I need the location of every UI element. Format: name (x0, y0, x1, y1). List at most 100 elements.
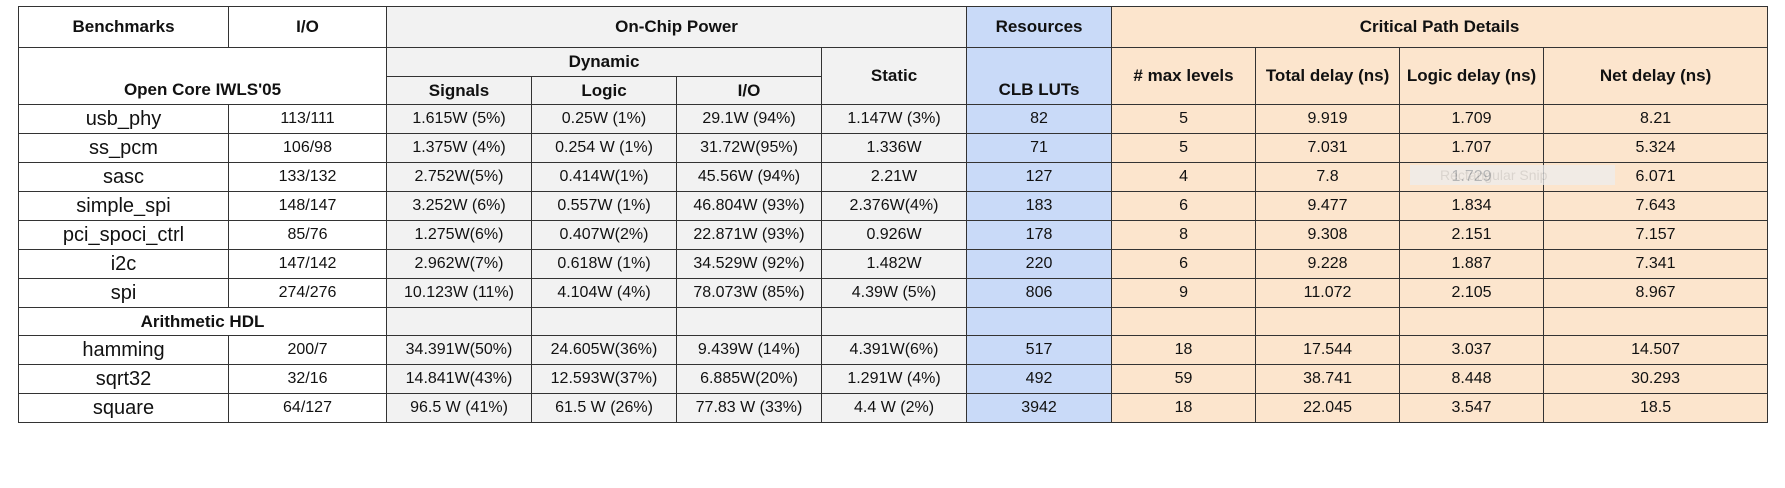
logic-power-cell: 0.25W (1%) (531, 104, 677, 134)
net-delay-cell: 14.507 (1543, 335, 1769, 365)
table-row: i2c 147/142 2.962W(7%) 0.618W (1%) 34.529W (… (18, 249, 1769, 279)
io-count-cell: 147/142 (228, 249, 387, 279)
io-count-cell: 274/276 (228, 278, 387, 308)
benchmark-name-cell: sasc (18, 162, 229, 192)
header-logic: Logic (531, 76, 677, 105)
static-power-cell: 4.391W(6%) (820, 335, 968, 365)
io-count-cell: 200/7 (228, 335, 387, 365)
max-levels-cell: 4 (1111, 162, 1257, 192)
io-power-cell: 34.529W (92%) (676, 249, 822, 279)
header-io: I/O (228, 6, 387, 48)
max-levels-cell: 6 (1111, 249, 1257, 279)
clb-luts-cell: 220 (966, 249, 1113, 279)
clb-luts-cell: 806 (966, 278, 1113, 308)
group-label-open-core: Open Core IWLS'05 (18, 47, 387, 105)
clb-luts-cell: 492 (966, 364, 1113, 394)
table-row: hamming 200/7 34.391W(50%) 24.605W(36%) 9.43… (18, 335, 1769, 365)
logic-delay-cell: 2.105 (1399, 278, 1545, 308)
io-power-cell: 77.83 W (33%) (676, 393, 822, 423)
signals-power-cell: 96.5 W (41%) (386, 393, 532, 423)
logic-power-cell: 0.618W (1%) (531, 249, 677, 279)
static-power-cell: 1.291W (4%) (820, 364, 968, 394)
clb-luts-cell: 183 (966, 191, 1113, 221)
signals-power-cell: 1.615W (5%) (386, 104, 532, 134)
logic-delay-cell: 3.037 (1399, 335, 1545, 365)
header-on-chip-power: On-Chip Power (385, 6, 968, 48)
table-row: spi 274/276 10.123W (11%) 4.104W (4%) 78.073… (18, 278, 1769, 308)
net-delay-cell: 18.5 (1543, 393, 1769, 423)
max-levels-cell: 5 (1111, 104, 1257, 134)
table-row: ss_pcm 106/98 1.375W (4%) 0.254 W (1%) 31.72… (18, 133, 1769, 163)
benchmark-name-cell: sqrt32 (18, 364, 229, 394)
clb-luts-cell: 127 (966, 162, 1113, 192)
io-power-cell: 46.804W (93%) (676, 191, 822, 221)
io-count-cell: 113/111 (228, 104, 387, 134)
logic-delay-cell: 8.448 (1399, 364, 1545, 394)
max-levels-cell: 59 (1111, 364, 1257, 394)
group1-rows: usb_phy 113/111 1.615W (5%) 0.25W (1%) 29.1W… (18, 104, 1769, 308)
static-power-cell: 4.4 W (2%) (820, 393, 968, 423)
logic-delay-cell: 1.709 (1399, 104, 1545, 134)
group2-divider: Arithmetic HDL (18, 307, 1769, 336)
table-row: simple_spi 148/147 3.252W (6%) 0.557W (1%) 4… (18, 191, 1769, 221)
header-net-delay: Net delay (ns) (1543, 47, 1769, 105)
net-delay-cell: 8.967 (1543, 278, 1769, 308)
signals-power-cell: 14.841W(43%) (386, 364, 532, 394)
net-delay-cell: 5.324 (1543, 133, 1769, 163)
table-row: square 64/127 96.5 W (41%) 61.5 W (26%) 77.8… (18, 393, 1769, 423)
static-power-cell: 1.147W (3%) (820, 104, 968, 134)
io-count-cell: 106/98 (228, 133, 387, 163)
io-power-cell: 9.439W (14%) (676, 335, 822, 365)
io-count-cell: 148/147 (228, 191, 387, 221)
benchmark-name-cell: hamming (18, 335, 229, 365)
benchmark-name-cell: simple_spi (18, 191, 229, 221)
signals-power-cell: 34.391W(50%) (386, 335, 532, 365)
max-levels-cell: 18 (1111, 393, 1257, 423)
logic-delay-cell: 1.834 (1399, 191, 1545, 221)
signals-power-cell: 2.962W(7%) (386, 249, 532, 279)
total-delay-cell: 9.228 (1255, 249, 1401, 279)
total-delay-cell: 7.031 (1255, 133, 1401, 163)
max-levels-cell: 18 (1111, 335, 1257, 365)
header-total-delay: Total delay (ns) (1255, 47, 1401, 105)
header-static: Static (820, 47, 968, 105)
header-logic-delay: Logic delay (ns) (1399, 47, 1545, 105)
logic-power-cell: 61.5 W (26%) (531, 393, 677, 423)
header-benchmarks: Benchmarks (18, 6, 229, 48)
total-delay-cell: 9.308 (1255, 220, 1401, 250)
io-power-cell: 31.72W(95%) (676, 133, 822, 163)
net-delay-cell: 7.341 (1543, 249, 1769, 279)
static-power-cell: 4.39W (5%) (820, 278, 968, 308)
io-power-cell: 22.871W (93%) (676, 220, 822, 250)
net-delay-cell: 7.643 (1543, 191, 1769, 221)
static-power-cell: 0.926W (820, 220, 968, 250)
net-delay-cell: 7.157 (1543, 220, 1769, 250)
static-power-cell: 2.21W (820, 162, 968, 192)
total-delay-cell: 11.072 (1255, 278, 1401, 308)
benchmark-table: Benchmarks I/O On-Chip Power Resources C… (18, 6, 1769, 423)
group2-rows: hamming 200/7 34.391W(50%) 24.605W(36%) 9.43… (18, 335, 1769, 423)
logic-delay-cell: 1.707 (1399, 133, 1545, 163)
table-row: pci_spoci_ctrl 85/76 1.275W(6%) 0.407W(2%) 2… (18, 220, 1769, 250)
benchmark-name-cell: spi (18, 278, 229, 308)
benchmark-name-cell: pci_spoci_ctrl (18, 220, 229, 250)
header-io-power: I/O (676, 76, 822, 105)
clb-luts-cell: 82 (966, 104, 1113, 134)
clb-luts-cell: 178 (966, 220, 1113, 250)
clb-luts-cell: 3942 (966, 393, 1113, 423)
header-dynamic: Dynamic (386, 47, 822, 77)
io-count-cell: 85/76 (228, 220, 387, 250)
header-max-levels: # max levels (1111, 47, 1257, 105)
static-power-cell: 2.376W(4%) (820, 191, 968, 221)
signals-power-cell: 1.375W (4%) (386, 133, 532, 163)
static-power-cell: 1.336W (820, 133, 968, 163)
io-power-cell: 45.56W (94%) (676, 162, 822, 192)
static-power-cell: 1.482W (820, 249, 968, 279)
max-levels-cell: 5 (1111, 133, 1257, 163)
header-critical-path: Critical Path Details (1111, 6, 1769, 48)
benchmark-name-cell: usb_phy (18, 104, 229, 134)
logic-delay-cell: 1.887 (1399, 249, 1545, 279)
io-count-cell: 32/16 (228, 364, 387, 394)
net-delay-cell: 8.21 (1543, 104, 1769, 134)
clb-luts-cell: 71 (966, 133, 1113, 163)
